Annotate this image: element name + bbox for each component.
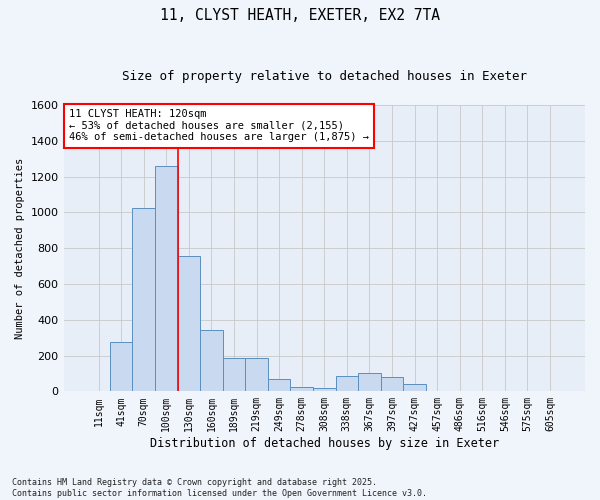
Bar — [381, 377, 403, 392]
Bar — [223, 358, 245, 392]
X-axis label: Distribution of detached houses by size in Exeter: Distribution of detached houses by size … — [150, 437, 499, 450]
Bar — [358, 374, 381, 392]
Bar — [313, 388, 335, 392]
Bar — [155, 166, 178, 392]
Bar — [200, 330, 223, 392]
Bar — [133, 208, 155, 392]
Text: 11 CLYST HEATH: 120sqm
← 53% of detached houses are smaller (2,155)
46% of semi-: 11 CLYST HEATH: 120sqm ← 53% of detached… — [69, 110, 369, 142]
Title: Size of property relative to detached houses in Exeter: Size of property relative to detached ho… — [122, 70, 527, 83]
Bar — [268, 379, 290, 392]
Bar — [290, 387, 313, 392]
Bar — [403, 384, 426, 392]
Bar — [335, 376, 358, 392]
Text: 11, CLYST HEATH, EXETER, EX2 7TA: 11, CLYST HEATH, EXETER, EX2 7TA — [160, 8, 440, 22]
Bar — [110, 342, 133, 392]
Text: Contains HM Land Registry data © Crown copyright and database right 2025.
Contai: Contains HM Land Registry data © Crown c… — [12, 478, 427, 498]
Y-axis label: Number of detached properties: Number of detached properties — [15, 158, 25, 339]
Bar — [178, 256, 200, 392]
Bar — [245, 358, 268, 392]
